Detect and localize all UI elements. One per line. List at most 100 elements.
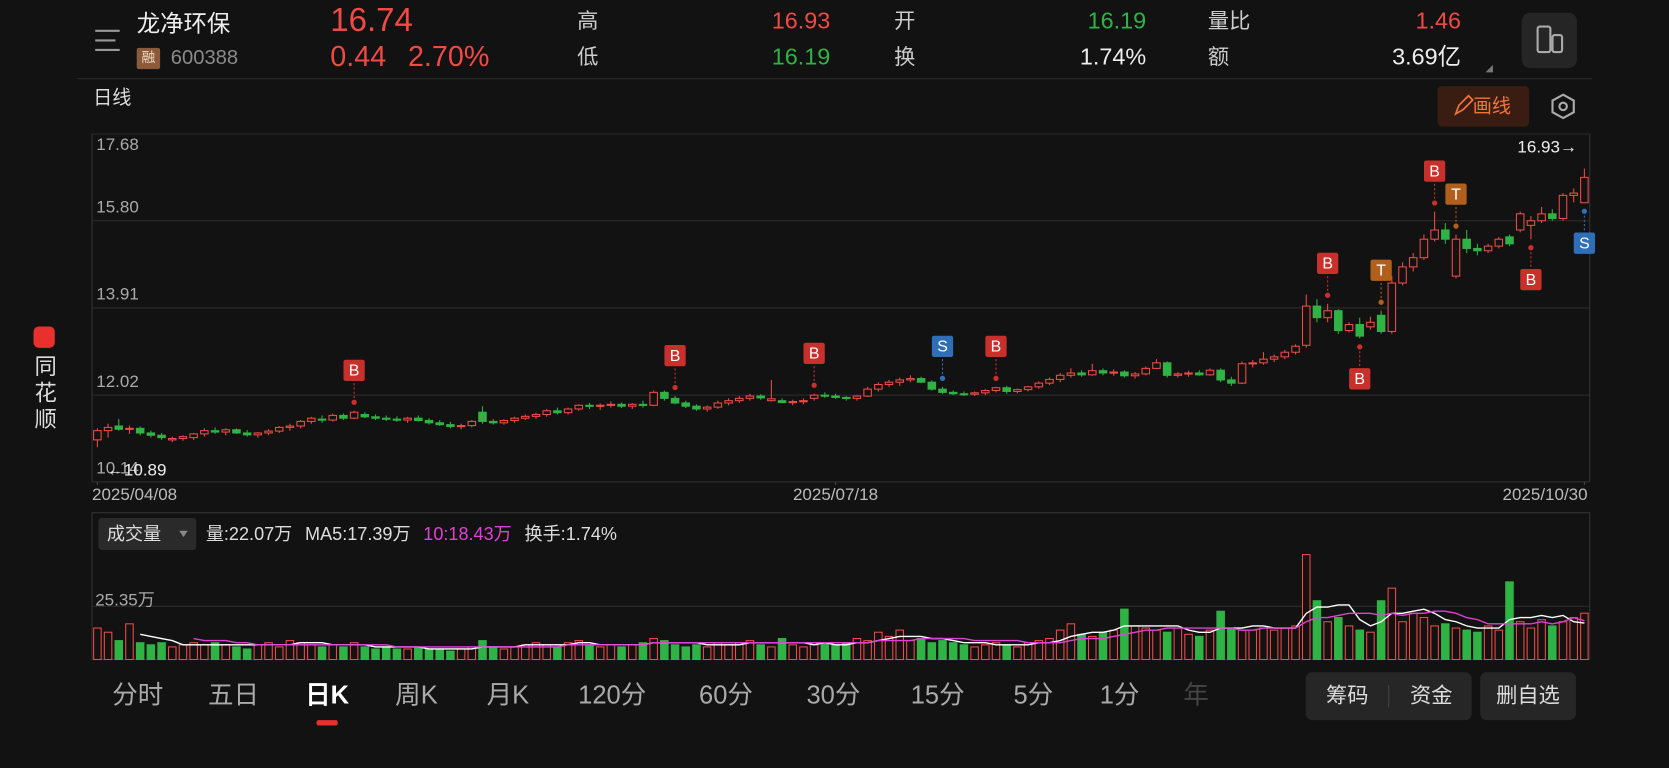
draw-button[interactable] <box>1437 86 1530 127</box>
volume-bar <box>478 640 487 661</box>
volume-bar <box>1227 627 1236 661</box>
volume-bar <box>809 644 819 661</box>
volume-bar <box>1473 631 1482 661</box>
signal-label: B <box>1354 371 1365 388</box>
action-button[interactable]: 资金 <box>1410 683 1453 707</box>
candle-body <box>1505 236 1514 245</box>
volume-bar <box>456 648 466 661</box>
candle-body <box>617 403 626 407</box>
volume-bar <box>1055 629 1065 661</box>
candle-body <box>103 426 113 432</box>
signal-label: T <box>1451 186 1461 203</box>
volume-bar <box>660 640 669 661</box>
candle-body <box>959 393 969 396</box>
volume-bar <box>349 642 359 661</box>
volume-bar <box>553 646 562 661</box>
candle-body <box>1430 229 1439 240</box>
period-tab[interactable]: 30分 <box>806 681 860 709</box>
signal-dot <box>1528 245 1534 251</box>
brand-icon <box>33 326 55 348</box>
period-tab[interactable]: 五日 <box>208 681 259 709</box>
candle-body <box>831 395 840 398</box>
period-tab[interactable]: 分时 <box>112 681 163 709</box>
volume-bar <box>1034 640 1044 661</box>
signal-box <box>1520 268 1542 291</box>
max-price-note: 16.93→ <box>1517 137 1577 156</box>
period-tab[interactable]: 年 <box>1183 681 1209 709</box>
candle-body <box>1184 372 1193 375</box>
volume-bar <box>991 642 1001 661</box>
period-tab[interactable]: 日K <box>305 681 350 709</box>
volume-bar <box>1323 621 1332 661</box>
volume-bar <box>938 640 947 661</box>
x-tick-label: 2025/07/18 <box>793 485 878 504</box>
period-tab[interactable]: 15分 <box>911 681 965 709</box>
volume-bar <box>1494 629 1504 661</box>
volume-bar <box>970 646 979 661</box>
candle-body <box>884 381 894 386</box>
period-tab[interactable]: 月K <box>487 681 530 709</box>
candle-body <box>702 406 712 410</box>
volume-bar <box>1334 617 1343 661</box>
volume-bar <box>1045 637 1054 661</box>
settings-icon[interactable] <box>1551 93 1575 120</box>
stat-value: 1.46 <box>1415 8 1461 34</box>
y-tick-label: 17.68 <box>96 135 139 154</box>
candle-body <box>981 389 990 394</box>
price-change-pct: 2.70% <box>408 41 489 73</box>
volume-bar <box>328 644 338 661</box>
candle-body <box>563 408 573 414</box>
volume-bar <box>638 642 648 661</box>
candle-body <box>1141 367 1151 375</box>
candle-body <box>189 433 198 439</box>
candle-body <box>627 403 637 407</box>
candle-body <box>93 430 102 441</box>
period-tab[interactable]: 120分 <box>578 681 646 709</box>
volume-bar <box>253 644 263 661</box>
candle-body <box>1526 220 1536 226</box>
candle-body <box>1312 305 1322 319</box>
candle-body <box>178 436 188 440</box>
volume-bar <box>1002 644 1011 661</box>
candle-body <box>788 401 798 404</box>
candle-body <box>595 404 605 407</box>
volume-bar <box>1355 629 1365 661</box>
price-change: 0.44 <box>330 41 386 73</box>
volume-legend: MA5:17.39万 <box>305 524 411 544</box>
menu-icon[interactable] <box>95 29 120 52</box>
period-tab[interactable]: 1分 <box>1100 681 1140 709</box>
volume-bar <box>1515 621 1525 661</box>
action-button[interactable]: 删自选 <box>1496 683 1560 707</box>
draw-button-label[interactable]: 画线 <box>1473 95 1511 117</box>
signal-dot <box>993 375 999 381</box>
candle-body <box>916 377 926 383</box>
signal-label: T <box>1376 263 1386 280</box>
volume-bar <box>692 644 701 661</box>
volume-selector[interactable] <box>98 518 197 550</box>
volume-bar <box>852 637 862 661</box>
candle-body <box>724 400 733 404</box>
tag-box <box>136 47 161 70</box>
volume-bar <box>1366 631 1375 661</box>
volume-bar <box>392 648 402 661</box>
volume-bar <box>948 642 958 661</box>
volume-bar <box>981 644 990 661</box>
candle-body <box>895 379 904 383</box>
signal-box <box>1316 252 1339 275</box>
volume-bar <box>488 646 498 661</box>
pencil-icon <box>1454 94 1474 116</box>
action-button[interactable]: 筹码 <box>1326 683 1369 707</box>
stat-label: 量比 <box>1208 9 1251 33</box>
candle-body <box>1055 374 1065 380</box>
volume-bar <box>745 640 755 661</box>
device-icon <box>1536 25 1564 54</box>
period-tab[interactable]: 周K <box>395 681 438 709</box>
candle-body <box>200 430 209 435</box>
volume-bar <box>307 644 316 661</box>
candle-body <box>1194 372 1204 376</box>
period-tab[interactable]: 5分 <box>1014 681 1054 709</box>
candle-body <box>927 381 937 390</box>
period-tab[interactable]: 60分 <box>699 681 753 709</box>
candle-body <box>1269 356 1279 360</box>
candle-body <box>1408 257 1418 268</box>
